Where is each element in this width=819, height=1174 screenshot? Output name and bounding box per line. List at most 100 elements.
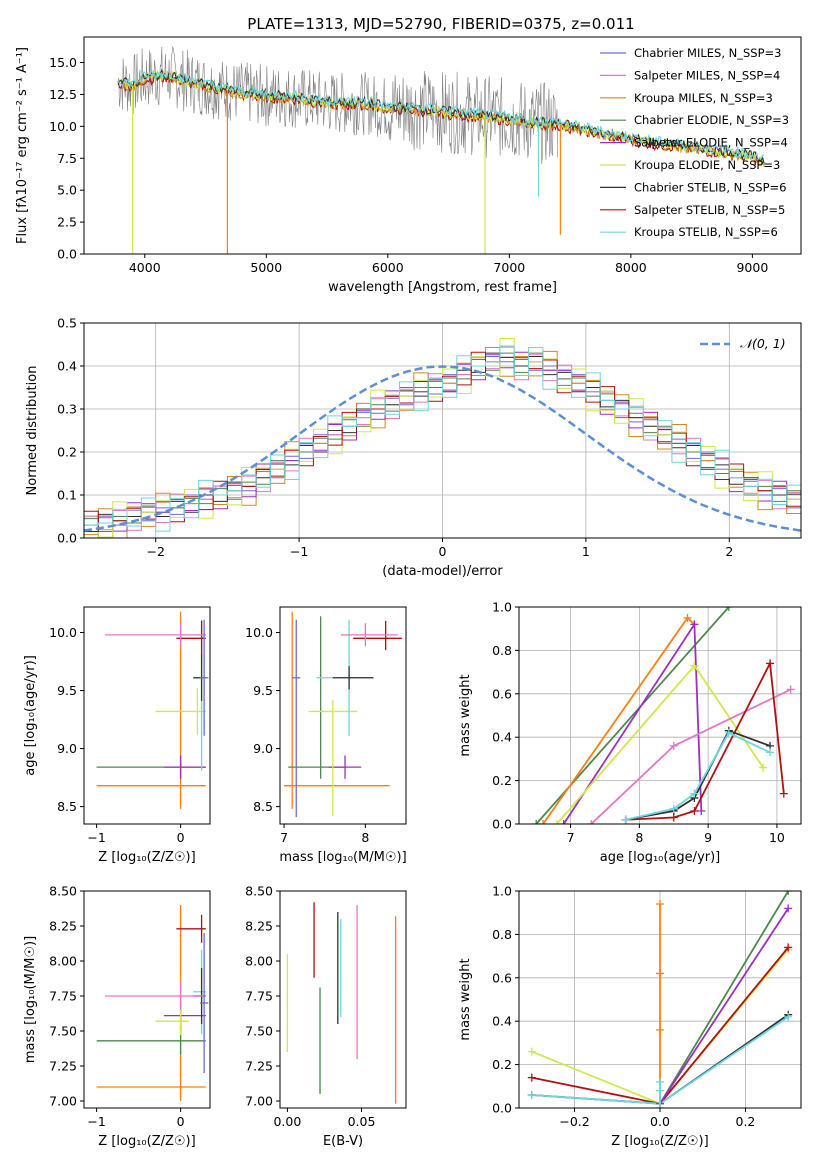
model-spectrum xyxy=(117,70,765,167)
mass-vs-ebv-panel: 0.00 0.05 7.00 7.25 7.50 7.75 8.00 8.25 8.50 E(B-… xyxy=(245,884,407,1149)
axes-frame xyxy=(518,890,802,1109)
data-point-marker xyxy=(669,741,678,750)
x-tick-label: 4000 xyxy=(129,260,161,275)
y-tick-label: 9.5 xyxy=(57,683,77,698)
y-axis-label: age [log₁₀(age/yr)] xyxy=(23,655,38,776)
y-tick-label: 8.50 xyxy=(49,884,77,899)
y-tick-label: 7.50 xyxy=(245,1024,273,1039)
axes-frame xyxy=(83,36,802,255)
x-tick-label: 0 xyxy=(177,1114,185,1129)
mass-vs-metallicity-panel: −1 0 7.00 7.25 7.50 7.75 8.00 8.25 8.50 Z [log₁₀(… xyxy=(23,884,211,1149)
y-tick-label: 7.25 xyxy=(49,1059,77,1074)
plot-area xyxy=(527,891,793,1108)
x-tick-label: 0.00 xyxy=(273,1114,301,1129)
x-tick-label: 7 xyxy=(280,830,288,845)
y-tick-label: 9.5 xyxy=(253,683,273,698)
data-point-marker xyxy=(683,613,692,622)
x-tick-label: 0.0 xyxy=(650,1114,670,1129)
plot-area xyxy=(284,611,402,818)
data-point-marker xyxy=(656,1077,664,1086)
data-point-marker xyxy=(527,1090,536,1099)
model-spectrum xyxy=(117,70,765,161)
data-point-marker xyxy=(724,607,733,611)
y-tick-label: 8.25 xyxy=(49,919,77,934)
mass-weight-line xyxy=(659,891,789,1105)
x-tick-label: −1 xyxy=(87,1114,105,1129)
y-tick-label: 2.5 xyxy=(57,215,77,230)
x-tick-label: 7 xyxy=(567,830,575,845)
y-tick-label: 7.00 xyxy=(245,1094,273,1109)
y-tick-label: 0.2 xyxy=(57,445,77,460)
data-point-marker xyxy=(527,1073,536,1082)
data-point-marker xyxy=(532,820,541,824)
y-tick-label: 9.0 xyxy=(57,741,77,756)
y-tick-label: 0.5 xyxy=(57,316,77,331)
y-tick-label: 1.0 xyxy=(492,600,512,615)
x-tick-label: 9 xyxy=(704,830,712,845)
legend-entry: Salpeter ELODIE, N_SSP=4 xyxy=(634,136,788,150)
histogram-step xyxy=(84,352,801,532)
data-point-marker xyxy=(690,789,699,798)
data-point-marker xyxy=(527,1047,536,1056)
figure-title: PLATE=1313, MJD=52790, FIBERID=0375, z=0… xyxy=(247,15,634,33)
y-axis-label: mass weight xyxy=(458,958,473,1040)
data-point-marker xyxy=(784,943,793,952)
x-tick-label: −1 xyxy=(87,830,105,845)
x-axis-label: mass [log₁₀(M/M☉)] xyxy=(279,850,406,865)
data-point-marker xyxy=(784,1012,793,1021)
plot-area xyxy=(286,902,397,1104)
y-tick-label: 0.4 xyxy=(57,359,77,374)
y-tick-label: 8.50 xyxy=(245,884,273,899)
x-tick-label: 8 xyxy=(635,830,643,845)
x-tick-label: 0.05 xyxy=(348,1114,376,1129)
x-tick-label: 6000 xyxy=(372,260,404,275)
x-tick-label: −2 xyxy=(146,544,164,559)
mass-weight-line xyxy=(659,907,789,1105)
legend-entry: Chabrier STELIB, N_SSP=6 xyxy=(634,180,786,194)
mass-weight-line xyxy=(556,664,764,824)
y-tick-label: 8.5 xyxy=(253,799,273,814)
y-tick-label: 7.75 xyxy=(245,989,273,1004)
y-tick-label: 1.0 xyxy=(492,884,512,899)
plot-area xyxy=(96,905,209,1101)
x-tick-label: 8 xyxy=(361,830,369,845)
y-tick-label: 0.6 xyxy=(492,970,512,985)
y-tick-label: 7.25 xyxy=(245,1059,273,1074)
data-point-marker xyxy=(656,1104,664,1108)
x-tick-label: 5000 xyxy=(250,260,282,275)
age-vs-metallicity-panel: −1 0 8.5 9.0 9.5 10.0 Z [log₁₀(Z/Z☉)] age [log₁… xyxy=(23,606,211,865)
mass-weight-line xyxy=(562,621,703,824)
legend-entry: Salpeter MILES, N_SSP=4 xyxy=(634,68,780,82)
legend-entry: Kroupa ELODIE, N_SSP=3 xyxy=(634,158,780,172)
x-axis-label: E(B-V) xyxy=(323,1134,363,1149)
y-axis-label: Flux [fλ10⁻¹⁷ erg cm⁻² s⁻¹ A⁻¹] xyxy=(15,47,30,244)
y-tick-label: 0.8 xyxy=(492,927,512,942)
histogram-step xyxy=(84,338,801,538)
x-axis-label: wavelength [Angstrom, rest frame] xyxy=(328,280,557,295)
y-tick-label: 0.0 xyxy=(57,531,77,546)
x-tick-label: −0.2 xyxy=(559,1114,589,1129)
x-tick-label: 9000 xyxy=(736,260,768,275)
x-tick-label: 2 xyxy=(725,544,733,559)
data-point-marker xyxy=(621,815,630,824)
axes-frame xyxy=(279,890,407,1109)
legend-entry: Chabrier MILES, N_SSP=3 xyxy=(634,46,781,60)
data-point-marker xyxy=(656,969,664,978)
x-tick-label: −1 xyxy=(290,544,308,559)
x-tick-label: 8000 xyxy=(615,260,647,275)
y-tick-label: 0.3 xyxy=(57,402,77,417)
normal-curve xyxy=(84,365,801,532)
y-axis-label: mass weight xyxy=(458,674,473,756)
data-point-marker xyxy=(766,748,775,757)
data-point-marker xyxy=(759,763,768,772)
x-axis-label: Z [log₁₀(Z/Z☉)] xyxy=(98,1134,195,1149)
data-point-marker xyxy=(656,1086,664,1095)
plot-area xyxy=(84,338,801,538)
y-tick-label: 0.1 xyxy=(57,488,77,503)
y-tick-label: 7.00 xyxy=(49,1094,77,1109)
y-tick-label: 0.4 xyxy=(492,1014,512,1029)
y-tick-label: 7.5 xyxy=(57,151,77,166)
y-tick-label: 8.00 xyxy=(245,954,273,969)
age-vs-mass-panel: 7 8 8.5 9.0 9.5 10.0 mass [log₁₀(M/M☉)] xyxy=(245,606,407,865)
axes-frame xyxy=(83,606,211,825)
